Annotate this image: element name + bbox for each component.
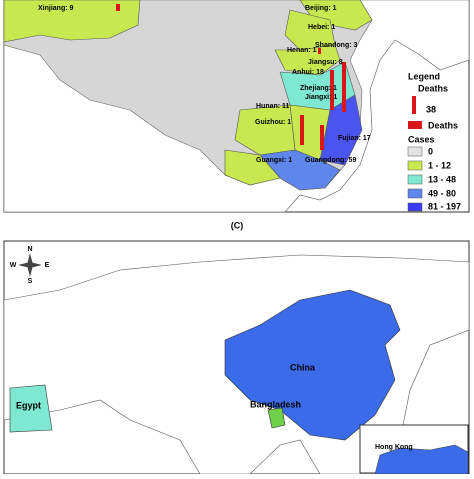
province-label: Beijing: 1 — [305, 5, 337, 12]
province-label: Jiangxi: 1 — [305, 94, 337, 101]
death-bar — [342, 62, 346, 112]
province-label: Hunan: 11 — [256, 103, 290, 110]
province-label: Guizhou: 1 — [255, 119, 291, 126]
compass-label: E — [45, 262, 50, 269]
egypt-country — [9, 384, 53, 433]
inset-label: Hong Kong — [375, 444, 413, 451]
legend: Legend Deaths 38 Deaths Cases 0 1 - 12 1… — [407, 71, 461, 212]
death-bar — [330, 70, 334, 110]
province-label: Xinjiang: 9 — [38, 5, 74, 12]
legend-swatch — [407, 174, 423, 185]
legend-swatch — [407, 160, 423, 171]
bangladesh-country — [267, 407, 286, 429]
death-bar — [318, 48, 321, 54]
province-label: Jiangsu: 8 — [308, 59, 343, 66]
legend-bar — [412, 96, 416, 114]
legend-label: 13 - 48 — [428, 174, 456, 184]
legend-swatch — [407, 202, 423, 212]
legend-label: 49 - 80 — [428, 188, 456, 198]
province-label: Guangdong: 59 — [305, 157, 356, 164]
china-country — [224, 289, 401, 441]
legend-label: Deaths — [428, 120, 458, 130]
legend-heading: Deaths — [418, 83, 448, 93]
country-label: Bangladesh — [250, 399, 301, 409]
legend-title: Legend — [408, 71, 440, 81]
province-label: Anhui: 18 — [292, 69, 324, 76]
shandong-henan — [274, 44, 341, 76]
legend-label: 1 - 12 — [428, 160, 451, 170]
guangxi — [224, 149, 281, 186]
compass-label: S — [28, 278, 33, 285]
country-label: Egypt — [16, 400, 41, 410]
hong-kong-shape — [374, 444, 469, 475]
province-label: Fujian: 17 — [338, 135, 371, 142]
legend-swatch — [408, 121, 422, 129]
province-label: Zhejiang: 1 — [300, 85, 337, 92]
country-label: China — [290, 362, 316, 372]
legend-swatch — [407, 188, 423, 199]
legend-swatch — [407, 146, 423, 157]
province-label: Hebei: 1 — [308, 24, 335, 31]
legend-label: 38 — [426, 104, 436, 114]
compass-label: W — [10, 262, 17, 269]
compass-rose — [18, 253, 42, 277]
compass-label: N — [27, 246, 32, 253]
guangdong — [259, 149, 341, 191]
compass: N W E S — [10, 246, 50, 285]
inset: Hong Kong — [359, 424, 469, 475]
death-bar — [300, 115, 304, 145]
province-label: Shandong: 3 — [315, 42, 357, 49]
xinjiang — [3, 0, 141, 43]
top-map: Xinjiang: 9 Beijing: 1 Hebei: 1 Henan: 1… — [3, 0, 470, 213]
bottom-map: China Egypt Bangladesh N W E S Hong Kong — [3, 240, 470, 475]
death-bar — [116, 4, 120, 11]
legend-label: 81 - 197 — [428, 201, 461, 211]
legend-label: 0 — [428, 146, 433, 156]
caption: (C) — [231, 220, 244, 230]
legend-heading: Cases — [408, 134, 435, 144]
death-bar — [320, 125, 324, 150]
death-bars — [116, 4, 346, 150]
province-label: Henan: 1 — [287, 47, 317, 54]
province-label: Guangxi: 1 — [256, 157, 292, 164]
